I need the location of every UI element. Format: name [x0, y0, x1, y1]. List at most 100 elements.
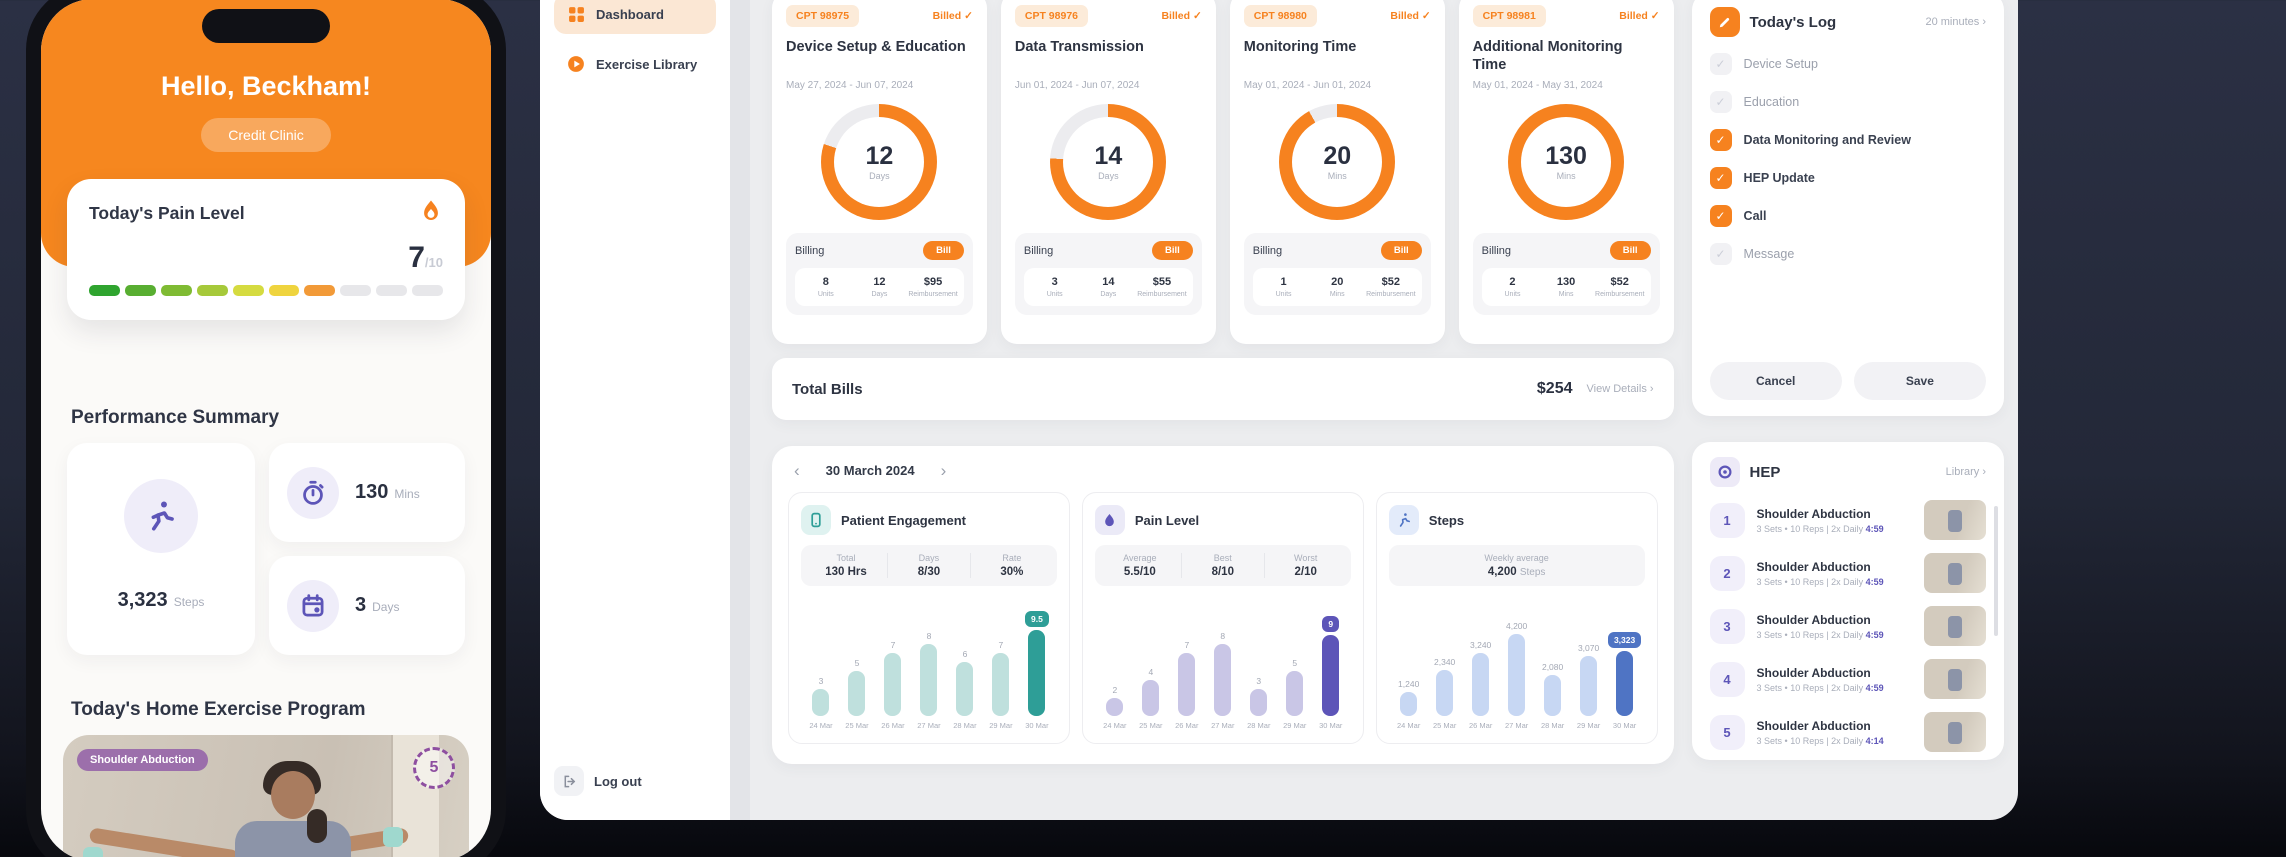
bar-x-label: 27 Mar	[1211, 721, 1235, 730]
bar[interactable]	[1322, 635, 1340, 716]
log-checklist-item[interactable]: ✓ Message	[1709, 243, 1986, 265]
bill-button[interactable]: Bill	[1609, 241, 1651, 260]
bar-value-label: 4,200	[1505, 621, 1528, 631]
billing-stats: 3 Units 14 Days $55 Reimbursement	[1023, 268, 1193, 306]
exercise-title: Shoulder Abduction	[1756, 506, 1871, 521]
bar[interactable]	[1544, 675, 1562, 716]
bar-x-label: 29 Mar	[1576, 721, 1601, 730]
log-checklist-item[interactable]: ✓ Device Setup	[1709, 53, 1986, 75]
hep-exercise-row[interactable]: 5 Shoulder Abduction 3 Sets • 10 Reps | …	[1709, 712, 1986, 752]
log-item-label: HEP Update	[1743, 171, 1815, 185]
bar[interactable]	[1472, 653, 1490, 716]
hep-exercise-row[interactable]: 4 Shoulder Abduction 3 Sets • 10 Reps | …	[1709, 659, 1986, 699]
billing-stat-label: Mins	[1558, 291, 1574, 298]
chart-stats-box: Total 130 Hrs Days 8/30 Rate 30%	[801, 545, 1057, 586]
bar-x-label: 24 Mar	[1103, 721, 1127, 730]
view-details-link[interactable]: View Details ›	[1586, 383, 1654, 395]
exercise-video-card[interactable]: Shoulder Abduction 5	[63, 735, 469, 857]
exercise-thumbnail[interactable]	[1924, 606, 1986, 646]
pain-scale-segment	[196, 285, 228, 296]
hep-exercise-row[interactable]: 2 Shoulder Abduction 3 Sets • 10 Reps | …	[1709, 553, 1986, 593]
bar[interactable]	[1250, 689, 1268, 716]
dumbbell-decor	[383, 827, 403, 847]
bill-button[interactable]: Bill	[1380, 241, 1422, 260]
checkbox[interactable]: ✓	[1709, 243, 1732, 265]
prev-month-button[interactable]: ‹	[794, 461, 800, 480]
billed-status[interactable]: Billed ✓	[932, 10, 973, 22]
sidebar-item-dashboard[interactable]: Dashboard	[554, 0, 716, 34]
billing-card-title: Monitoring Time	[1243, 39, 1357, 55]
bar-column: 7 29 Mar	[983, 640, 1019, 730]
bill-button[interactable]: Bill	[923, 241, 964, 260]
bar[interactable]	[884, 653, 902, 716]
save-button[interactable]: Save	[1853, 362, 1987, 400]
month-label: 30 March 2024	[825, 463, 915, 478]
bar[interactable]	[848, 671, 866, 716]
billing-stat-label: Days	[871, 291, 888, 298]
exercise-thumbnail[interactable]	[1924, 712, 1986, 752]
progress-donut: 20 Mins	[1279, 104, 1396, 220]
bar[interactable]	[1142, 680, 1160, 716]
steps-card: 3,323 Steps	[67, 443, 255, 655]
log-checklist-item[interactable]: ✓ Data Monitoring and Review	[1709, 129, 1986, 151]
bar-value-label: 7	[1184, 640, 1190, 650]
cancel-button[interactable]: Cancel	[1709, 362, 1842, 400]
log-checklist-item[interactable]: ✓ Call	[1709, 205, 1986, 227]
billed-status[interactable]: Billed ✓	[1390, 10, 1431, 22]
chart-stat: Average 5.5/10	[1099, 553, 1181, 578]
total-bills-row: Total Bills $254 View Details ›	[772, 358, 1674, 420]
hep-exercise-row[interactable]: 1 Shoulder Abduction 3 Sets • 10 Reps | …	[1709, 500, 1986, 540]
next-month-button[interactable]: ›	[940, 461, 947, 480]
bar-value-label: 2,080	[1541, 662, 1564, 672]
checkbox[interactable]: ✓	[1709, 53, 1732, 75]
bar[interactable]	[1178, 653, 1196, 716]
log-time-link[interactable]: 20 minutes ›	[1925, 16, 1986, 28]
billed-status[interactable]: Billed ✓	[1161, 10, 1202, 22]
hep-title: HEP	[1749, 463, 1781, 481]
exercise-details: 3 Sets • 10 Reps | 2x Daily 4:59	[1756, 576, 1884, 587]
bar[interactable]	[1400, 692, 1418, 716]
scrollbar[interactable]	[1994, 506, 1998, 636]
checkbox[interactable]: ✓	[1709, 205, 1732, 227]
exercise-thumbnail[interactable]	[1924, 659, 1986, 699]
billing-box: Billing Bill 1 Units 20 Mins $52 Reimbur…	[1243, 233, 1431, 315]
bar[interactable]	[1580, 656, 1598, 716]
mobile-icon	[801, 505, 831, 535]
days-value: 3	[355, 594, 367, 616]
bar[interactable]	[1616, 651, 1634, 716]
checkbox[interactable]: ✓	[1709, 167, 1732, 189]
exercise-thumbnail[interactable]	[1924, 553, 1986, 593]
bar-column: 7 26 Mar	[875, 640, 911, 730]
bar[interactable]	[1106, 698, 1124, 716]
bar[interactable]	[1028, 630, 1046, 716]
bar-value-label: 7	[890, 640, 896, 650]
bar[interactable]	[1508, 634, 1526, 716]
chart-stat: Days 8/30	[886, 553, 970, 578]
donut-value: 130	[1545, 141, 1587, 170]
todays-log-panel: Today's Log 20 minutes › ✓ Device Setup …	[1691, 0, 2004, 416]
exercise-thumbnail[interactable]	[1924, 500, 1986, 540]
bar[interactable]	[1214, 644, 1232, 716]
checkbox[interactable]: ✓	[1709, 91, 1732, 113]
exercise-name-badge: Shoulder Abduction	[77, 749, 208, 771]
hep-exercise-row[interactable]: 3 Shoulder Abduction 3 Sets • 10 Reps | …	[1709, 606, 1986, 646]
billing-label: Billing	[1481, 244, 1512, 257]
log-checklist-item[interactable]: ✓ HEP Update	[1709, 167, 1986, 189]
chart-stat-value: 8/30	[917, 566, 941, 578]
log-checklist-item[interactable]: ✓ Education	[1709, 91, 1986, 113]
bill-button[interactable]: Bill	[1152, 241, 1193, 260]
logout-button[interactable]: Log out	[554, 766, 642, 796]
bar[interactable]	[920, 644, 938, 716]
bar[interactable]	[1286, 671, 1304, 716]
bar[interactable]	[1436, 670, 1454, 716]
bar[interactable]	[992, 653, 1010, 716]
bar[interactable]	[956, 662, 974, 716]
bar[interactable]	[812, 689, 830, 716]
checkbox[interactable]: ✓	[1709, 129, 1732, 151]
timer-icon	[287, 466, 339, 519]
sidebar-item-exercise-library[interactable]: Exercise Library	[554, 44, 716, 84]
billed-status[interactable]: Billed ✓	[1619, 10, 1660, 22]
clinic-badge-button[interactable]: Credit Clinic	[201, 118, 331, 152]
library-link[interactable]: Library ›	[1945, 466, 1986, 478]
billing-stat-label: Reimbursement	[1595, 291, 1645, 298]
